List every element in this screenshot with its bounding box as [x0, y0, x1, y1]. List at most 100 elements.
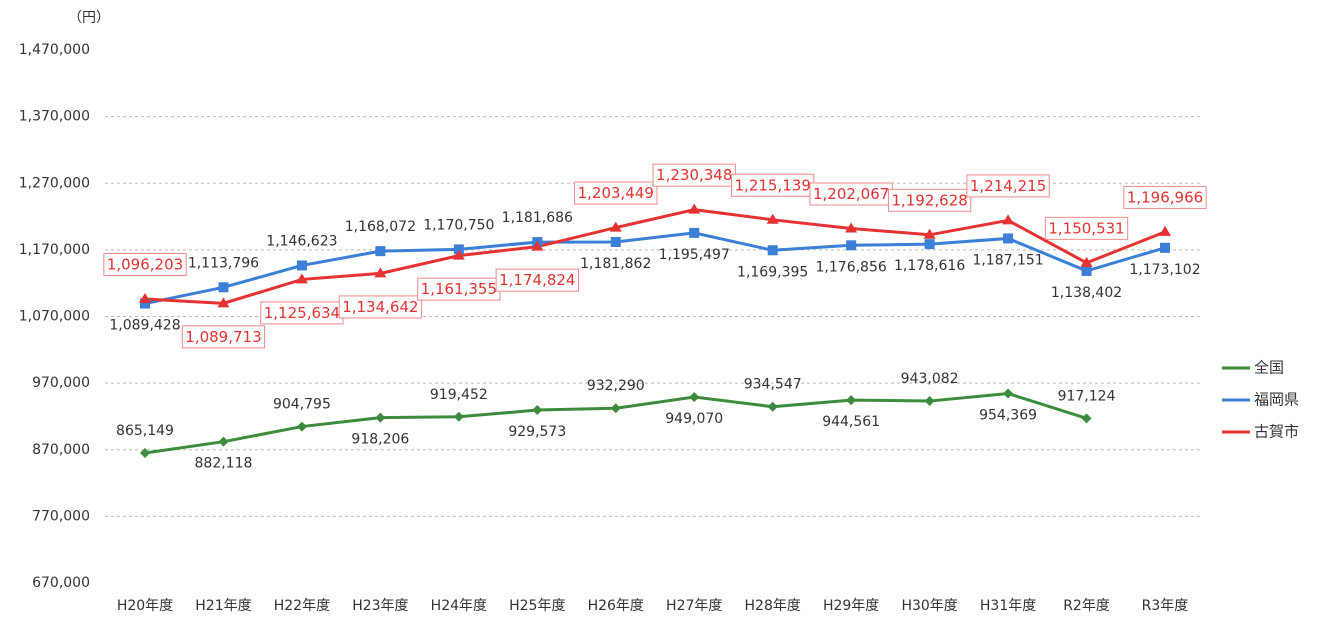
marker: [767, 401, 778, 412]
value-label: 1,134,642: [342, 298, 418, 316]
x-tick-label: H30年度: [901, 598, 957, 614]
value-label-box: [574, 181, 658, 205]
value-label-box: [103, 253, 187, 277]
value-label: 1,215,139: [731, 173, 815, 197]
x-tick-label: H25年度: [509, 598, 565, 614]
value-label: 1,173,102: [1129, 262, 1200, 278]
marker: [374, 267, 387, 278]
value-label: 1,089,713: [181, 325, 266, 349]
x-tick-label: H24年度: [431, 598, 487, 614]
value-label: 1,196,966: [1123, 185, 1207, 209]
marker: [1159, 225, 1171, 236]
value-label: 1,150,531: [1044, 216, 1129, 240]
marker: [923, 228, 936, 239]
value-label: 1,161,355: [421, 280, 497, 298]
value-label: 1,176,856: [816, 259, 887, 275]
value-label: 865,149: [116, 423, 174, 439]
value-label: 932,290: [587, 378, 645, 394]
marker: [1081, 265, 1092, 276]
value-label: 1,146,623: [266, 233, 337, 249]
x-tick-label: H28年度: [745, 598, 801, 614]
value-label: 1,168,072: [345, 219, 416, 235]
marker: [295, 273, 308, 284]
x-tick-label: R2年度: [1063, 598, 1110, 614]
marker: [1002, 214, 1015, 225]
value-label: 1,178,616: [894, 258, 965, 274]
value-label: 944,561: [822, 414, 880, 430]
value-label: 1,096,203: [107, 256, 183, 274]
value-label: 1,215,139: [735, 176, 811, 194]
legend-label: 福岡県: [1254, 391, 1299, 409]
x-tick-label: H26年度: [588, 598, 644, 614]
x-tick-label: H23年度: [352, 598, 408, 614]
marker: [296, 260, 307, 271]
x-tick-label: R3年度: [1142, 598, 1189, 614]
value-label: 1,096,203: [103, 253, 187, 277]
value-label: 1,174,824: [499, 271, 575, 289]
x-tick-label: H29年度: [823, 598, 879, 614]
y-tick-label: 1,270,000: [19, 175, 90, 191]
marker: [767, 245, 778, 256]
marker: [453, 244, 464, 255]
value-label: 1,113,796: [188, 255, 259, 271]
marker: [140, 447, 150, 458]
marker: [453, 411, 464, 422]
value-label: 1,202,067: [809, 182, 893, 206]
marker: [1003, 388, 1014, 399]
y-tick-label: 670,000: [32, 575, 90, 591]
value-label: 1,214,215: [970, 177, 1046, 195]
marker: [218, 282, 229, 293]
series-line: [144, 208, 1166, 305]
marker: [296, 421, 307, 432]
x-tick-label: H22年度: [274, 598, 330, 614]
marker: [689, 392, 700, 403]
value-label: 1,196,966: [1127, 188, 1203, 206]
marker: [375, 246, 386, 257]
value-label: 949,070: [665, 411, 723, 427]
y-tick-label: 970,000: [32, 375, 90, 391]
marker: [846, 395, 857, 406]
value-label: 1,169,395: [737, 264, 808, 280]
y-tick-label: 1,070,000: [19, 309, 90, 325]
value-label: 1,170,750: [423, 217, 494, 233]
marker: [140, 298, 150, 309]
marker: [218, 436, 229, 447]
value-label: 1,138,402: [1051, 285, 1122, 301]
value-label: 943,082: [901, 371, 959, 387]
marker: [1160, 242, 1170, 253]
value-label: 1,202,067: [813, 185, 889, 203]
value-label: 929,573: [508, 424, 566, 440]
value-label: 1,230,348: [656, 166, 732, 184]
marker: [532, 405, 543, 416]
value-label: 1,192,628: [891, 191, 967, 209]
marker: [845, 222, 858, 233]
value-label: 917,124: [1058, 388, 1116, 404]
marker: [610, 236, 621, 247]
value-label: 1,089,428: [109, 318, 180, 334]
y-tick-label: 1,370,000: [19, 109, 90, 125]
value-label-box: [338, 295, 423, 319]
marker: [609, 221, 622, 232]
value-label: 1,125,634: [264, 304, 340, 322]
value-label: 1,181,686: [502, 210, 573, 226]
value-label: 954,369: [979, 408, 1037, 424]
marker: [924, 396, 935, 407]
value-label: 1,174,824: [495, 268, 579, 292]
value-label-box: [1123, 185, 1207, 209]
x-tick-label: H20年度: [117, 598, 173, 614]
y-tick-label: 870,000: [32, 442, 90, 458]
value-label: 919,452: [430, 387, 488, 403]
value-label: 934,547: [744, 377, 802, 393]
unit-label: （円）: [68, 10, 110, 26]
value-label: 1,192,628: [887, 188, 972, 212]
value-label: 1,089,713: [185, 328, 261, 346]
value-label-box: [495, 268, 579, 292]
series-line: [144, 231, 1166, 306]
value-label: 1,187,151: [972, 252, 1043, 268]
value-label: 1,125,634: [260, 301, 344, 325]
value-label-box: [181, 325, 266, 349]
marker: [375, 412, 386, 423]
legend-label: 全国: [1254, 359, 1284, 377]
value-label: 1,230,348: [652, 163, 736, 187]
marker: [1003, 233, 1014, 244]
